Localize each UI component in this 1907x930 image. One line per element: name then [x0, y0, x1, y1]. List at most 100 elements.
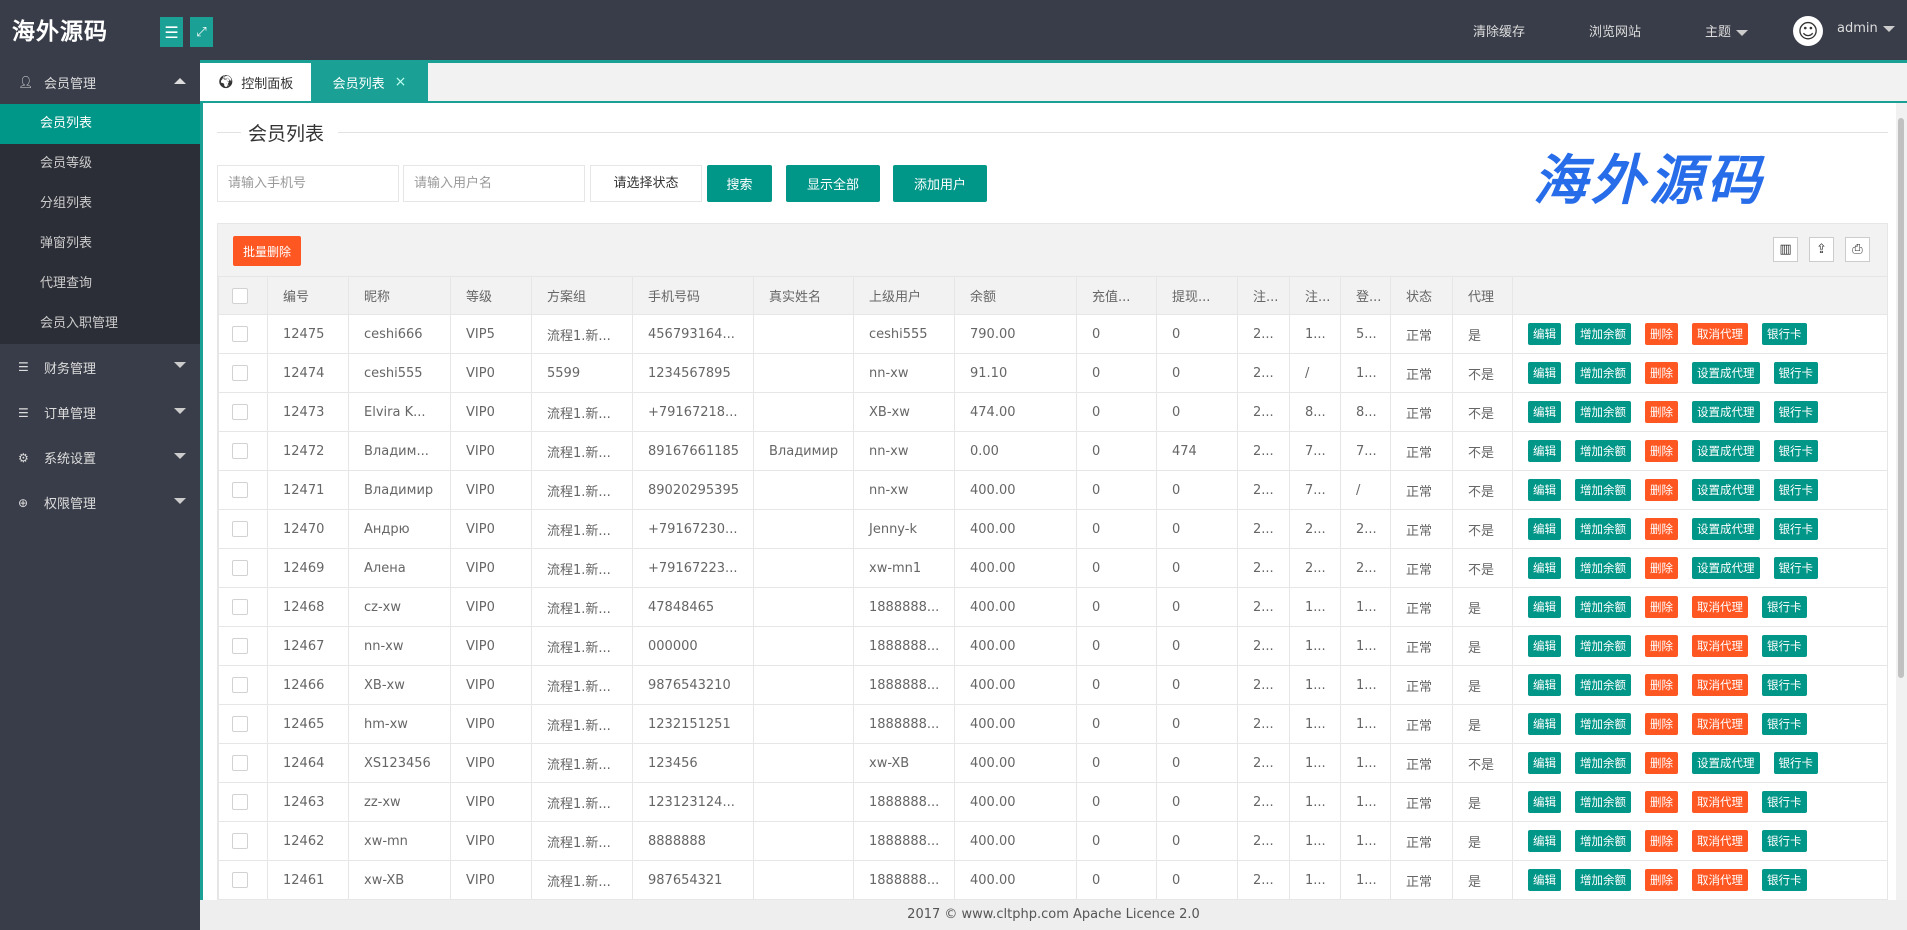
- delete-button[interactable]: 删除: [1645, 869, 1678, 891]
- add-balance-button[interactable]: 增加余额: [1575, 674, 1631, 696]
- bank-card-button[interactable]: 银行卡: [1762, 635, 1807, 657]
- column-header[interactable]: 余额: [954, 276, 1077, 315]
- cancel-agent-button[interactable]: 取消代理: [1692, 713, 1748, 735]
- bank-card-button[interactable]: 银行卡: [1773, 557, 1818, 579]
- column-header[interactable]: 注...: [1289, 276, 1341, 315]
- print-button[interactable]: ⎙: [1845, 237, 1870, 262]
- scrollbar-thumb[interactable]: [1898, 118, 1904, 678]
- row-checkbox[interactable]: [232, 326, 248, 342]
- bank-card-button[interactable]: 银行卡: [1773, 752, 1818, 774]
- bank-card-button[interactable]: 银行卡: [1762, 713, 1807, 735]
- edit-button[interactable]: 编辑: [1528, 401, 1561, 423]
- column-header[interactable]: 状态: [1390, 276, 1453, 315]
- delete-button[interactable]: 删除: [1645, 518, 1678, 540]
- edit-button[interactable]: 编辑: [1528, 713, 1561, 735]
- add-balance-button[interactable]: 增加余额: [1575, 557, 1631, 579]
- edit-button[interactable]: 编辑: [1528, 635, 1561, 657]
- delete-button[interactable]: 删除: [1645, 323, 1678, 345]
- delete-button[interactable]: 删除: [1645, 440, 1678, 462]
- add-balance-button[interactable]: 增加余额: [1575, 518, 1631, 540]
- phone-search-input[interactable]: 请输入手机号: [217, 165, 399, 202]
- tab-dashboard[interactable]: 🌍︎ 控制面板: [200, 63, 311, 101]
- sidebar-item-onboarding[interactable]: 会员入职管理: [40, 316, 119, 331]
- cancel-agent-button[interactable]: 取消代理: [1692, 596, 1748, 618]
- edit-button[interactable]: 编辑: [1528, 596, 1561, 618]
- column-header[interactable]: 编号: [267, 276, 349, 315]
- columns-filter-button[interactable]: ▥: [1773, 237, 1798, 262]
- select-all-checkbox[interactable]: [232, 287, 248, 304]
- row-checkbox[interactable]: [232, 716, 248, 732]
- menu-toggle-button[interactable]: ☰: [160, 17, 183, 47]
- delete-button[interactable]: 删除: [1645, 479, 1678, 501]
- edit-button[interactable]: 编辑: [1528, 557, 1561, 579]
- column-header[interactable]: 昵称: [348, 276, 451, 315]
- set-agent-button[interactable]: 设置成代理: [1692, 401, 1760, 423]
- close-icon[interactable]: ×: [394, 74, 407, 90]
- row-checkbox[interactable]: [232, 638, 248, 654]
- user-menu[interactable]: admin: [1837, 21, 1895, 36]
- edit-button[interactable]: 编辑: [1528, 479, 1561, 501]
- sidebar-item-agent-query[interactable]: 代理查询: [40, 276, 93, 291]
- delete-button[interactable]: 删除: [1645, 557, 1678, 579]
- delete-button[interactable]: 删除: [1645, 401, 1678, 423]
- scrollbar[interactable]: [1896, 103, 1907, 900]
- column-header[interactable]: 提现...: [1156, 276, 1238, 315]
- bank-card-button[interactable]: 银行卡: [1773, 518, 1818, 540]
- cancel-agent-button[interactable]: 取消代理: [1692, 869, 1748, 891]
- delete-button[interactable]: 删除: [1645, 596, 1678, 618]
- cancel-agent-button[interactable]: 取消代理: [1692, 791, 1748, 813]
- delete-button[interactable]: 删除: [1645, 830, 1678, 852]
- set-agent-button[interactable]: 设置成代理: [1692, 518, 1760, 540]
- edit-button[interactable]: 编辑: [1528, 869, 1561, 891]
- row-checkbox[interactable]: [232, 560, 248, 576]
- add-balance-button[interactable]: 增加余额: [1575, 362, 1631, 384]
- bank-card-button[interactable]: 银行卡: [1773, 479, 1818, 501]
- delete-button[interactable]: 删除: [1645, 674, 1678, 696]
- edit-button[interactable]: 编辑: [1528, 440, 1561, 462]
- add-balance-button[interactable]: 增加余额: [1575, 440, 1631, 462]
- add-balance-button[interactable]: 增加余额: [1575, 752, 1631, 774]
- sidebar-item-member-level[interactable]: 会员等级: [40, 156, 93, 171]
- edit-button[interactable]: 编辑: [1528, 518, 1561, 540]
- tab-member-list[interactable]: 会员列表 ×: [311, 63, 428, 101]
- clear-cache-link[interactable]: 清除缓存: [1473, 25, 1526, 40]
- add-balance-button[interactable]: 增加余额: [1575, 596, 1631, 618]
- row-checkbox[interactable]: [232, 365, 248, 381]
- column-header[interactable]: 等级: [450, 276, 532, 315]
- row-checkbox[interactable]: [232, 599, 248, 615]
- delete-button[interactable]: 删除: [1645, 713, 1678, 735]
- bank-card-button[interactable]: 银行卡: [1773, 362, 1818, 384]
- edit-button[interactable]: 编辑: [1528, 674, 1561, 696]
- row-checkbox[interactable]: [232, 521, 248, 537]
- delete-button[interactable]: 删除: [1645, 752, 1678, 774]
- export-button[interactable]: ⇪: [1809, 237, 1834, 262]
- row-checkbox[interactable]: [232, 482, 248, 498]
- column-header[interactable]: [1512, 276, 1887, 315]
- set-agent-button[interactable]: 设置成代理: [1692, 479, 1760, 501]
- add-balance-button[interactable]: 增加余额: [1575, 869, 1631, 891]
- row-checkbox[interactable]: [232, 677, 248, 693]
- set-agent-button[interactable]: 设置成代理: [1692, 440, 1760, 462]
- row-checkbox[interactable]: [232, 872, 248, 888]
- bank-card-button[interactable]: 银行卡: [1762, 323, 1807, 345]
- cancel-agent-button[interactable]: 取消代理: [1692, 635, 1748, 657]
- bank-card-button[interactable]: 银行卡: [1762, 869, 1807, 891]
- bank-card-button[interactable]: 银行卡: [1773, 401, 1818, 423]
- column-header[interactable]: 手机号码: [632, 276, 754, 315]
- cancel-agent-button[interactable]: 取消代理: [1692, 323, 1748, 345]
- add-balance-button[interactable]: 增加余额: [1575, 479, 1631, 501]
- add-balance-button[interactable]: 增加余额: [1575, 401, 1631, 423]
- bank-card-button[interactable]: 银行卡: [1762, 674, 1807, 696]
- bank-card-button[interactable]: 银行卡: [1762, 830, 1807, 852]
- column-header[interactable]: 代理: [1452, 276, 1513, 315]
- add-balance-button[interactable]: 增加余额: [1575, 830, 1631, 852]
- bank-card-button[interactable]: 银行卡: [1773, 440, 1818, 462]
- add-balance-button[interactable]: 增加余额: [1575, 323, 1631, 345]
- column-header[interactable]: 注...: [1237, 276, 1290, 315]
- add-balance-button[interactable]: 增加余额: [1575, 635, 1631, 657]
- add-balance-button[interactable]: 增加余额: [1575, 791, 1631, 813]
- fullscreen-button[interactable]: ⤢: [190, 17, 213, 47]
- add-user-button[interactable]: 添加用户: [893, 165, 987, 202]
- bank-card-button[interactable]: 银行卡: [1762, 791, 1807, 813]
- edit-button[interactable]: 编辑: [1528, 830, 1561, 852]
